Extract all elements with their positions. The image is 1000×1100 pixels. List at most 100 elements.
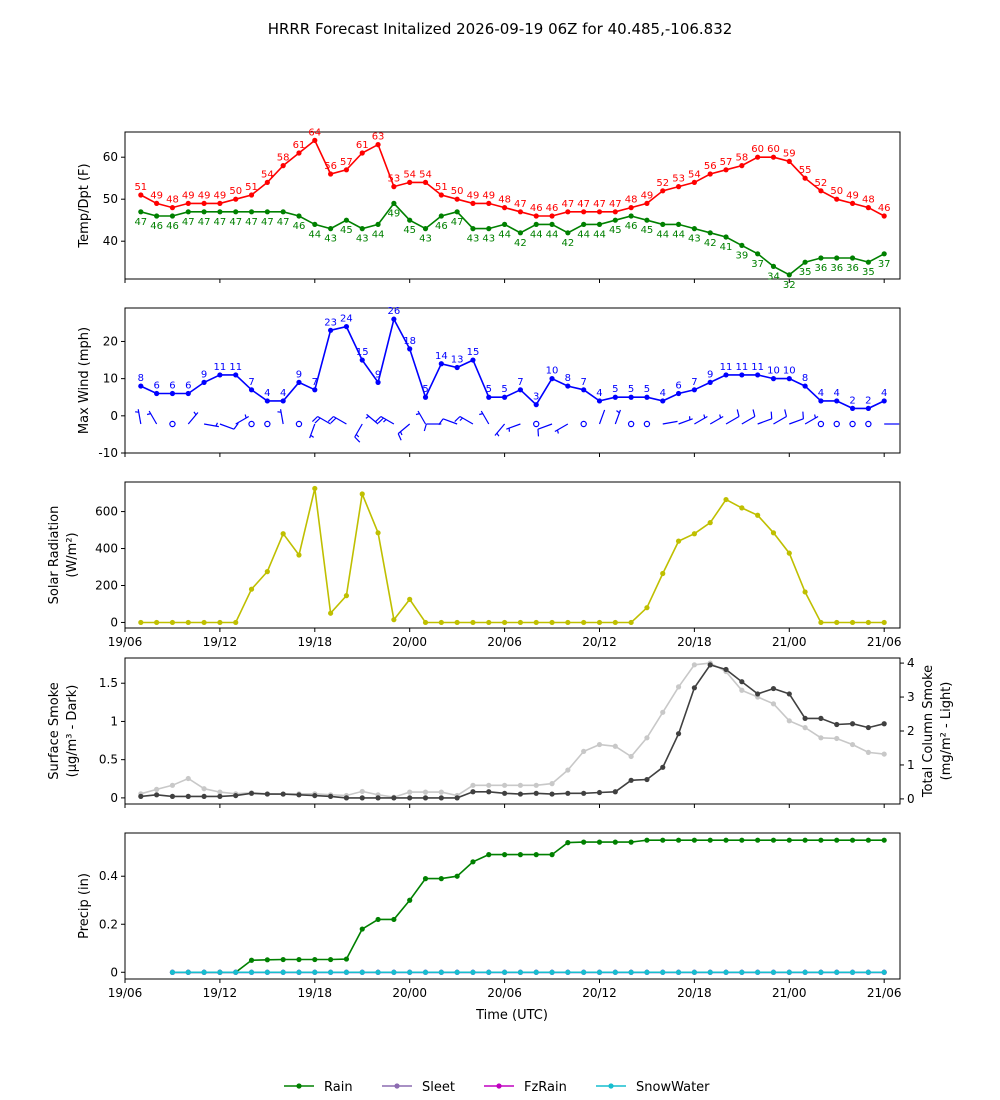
data-point-smoke_column <box>644 735 650 741</box>
data-label-temp: 55 <box>799 165 812 176</box>
data-label-temp: 48 <box>498 195 511 206</box>
data-point-solar <box>185 619 191 626</box>
data-point-temp <box>486 200 492 206</box>
data-point-rain <box>675 837 682 843</box>
data-point-wind <box>486 394 492 400</box>
data-point-smoke_surface <box>438 795 444 801</box>
wind-barb-shaft <box>354 423 363 438</box>
data-point-rain <box>501 852 508 858</box>
wind-barb-shaft <box>442 418 458 425</box>
wind-barb-shaft <box>317 415 331 425</box>
wind-barb-shaft <box>480 410 490 425</box>
data-label-temp: 51 <box>134 182 147 193</box>
data-label-wind: 5 <box>644 384 650 395</box>
data-label-temp: 60 <box>767 144 780 155</box>
data-point-wind <box>185 390 191 397</box>
data-point-wind <box>154 390 160 397</box>
wind-barb-half-flag <box>459 417 463 421</box>
data-point-dewpoint <box>644 217 650 223</box>
x-axis-label: Time (UTC) <box>475 1008 548 1023</box>
data-point-wind <box>438 361 444 367</box>
wind-barb <box>614 409 622 425</box>
wind-barb-flag <box>802 411 804 419</box>
data-label-wind: 10 <box>546 366 559 377</box>
data-point-rain <box>739 837 745 843</box>
data-point-smoke_column <box>185 775 191 782</box>
wind-barb <box>423 423 442 432</box>
data-label-temp: 49 <box>198 190 211 201</box>
data-point-rain <box>818 837 824 843</box>
plot-frame <box>124 307 901 454</box>
data-label-temp: 53 <box>388 174 401 185</box>
data-label-temp: 50 <box>830 186 843 197</box>
data-point-snowwater <box>438 969 444 975</box>
data-point-snowwater <box>169 969 176 975</box>
data-label-dewpoint: 46 <box>435 221 448 232</box>
data-point-rain <box>691 837 697 843</box>
data-point-solar <box>533 619 539 626</box>
data-label-wind: 4 <box>264 388 270 399</box>
data-label-temp: 48 <box>862 195 875 206</box>
data-point-snowwater <box>849 969 856 975</box>
data-point-solar <box>217 619 223 626</box>
plot-frame <box>124 131 901 280</box>
data-point-solar <box>739 505 745 511</box>
wind-barb-half-flag <box>365 415 370 419</box>
wind-barb <box>506 423 521 432</box>
data-point-temp <box>359 150 365 156</box>
data-label-dewpoint: 36 <box>846 263 859 274</box>
data-point-wind <box>217 372 223 378</box>
wind-barb-flag <box>537 429 540 437</box>
data-point-smoke_surface <box>802 715 808 721</box>
data-point-smoke_column <box>802 725 808 731</box>
data-point-wind <box>533 402 539 408</box>
data-label-dewpoint: 45 <box>641 225 654 236</box>
wind-barb-shaft <box>773 415 787 425</box>
data-point-wind <box>359 357 365 363</box>
data-point-smoke_column <box>581 748 587 754</box>
data-point-dewpoint <box>723 234 729 240</box>
wind-barb-half-flag <box>703 414 706 419</box>
data-point-smoke_surface <box>675 731 682 737</box>
data-label-temp: 47 <box>577 199 590 210</box>
data-point-smoke_surface <box>707 662 713 668</box>
data-label-dewpoint: 44 <box>577 229 590 240</box>
data-point-rain <box>422 876 429 882</box>
data-point-smoke_surface <box>549 791 555 797</box>
data-point-dewpoint <box>581 221 587 227</box>
data-point-wind <box>612 394 618 400</box>
data-point-wind <box>169 390 176 397</box>
data-label-dewpoint: 44 <box>672 229 685 240</box>
data-label-dewpoint: 42 <box>514 238 527 249</box>
data-label-wind: 4 <box>818 388 824 399</box>
data-point-solar <box>849 619 856 626</box>
data-label-dewpoint: 36 <box>815 263 828 274</box>
data-label-temp: 47 <box>609 199 622 210</box>
x-tick-label: 21/06 <box>867 986 902 1000</box>
wind-barb <box>187 411 199 425</box>
data-point-temp <box>517 209 524 215</box>
data-point-smoke_column <box>517 782 524 788</box>
data-label-dewpoint: 43 <box>467 234 480 245</box>
y-axis-label: Temp/Dpt (F) <box>77 163 92 248</box>
data-label-wind: 5 <box>486 384 492 395</box>
data-point-temp <box>343 167 350 173</box>
y-tick-label: 60 <box>103 150 118 164</box>
data-point-solar <box>834 619 840 626</box>
wind-barb <box>235 414 250 425</box>
data-label-wind: 6 <box>153 381 159 392</box>
data-point-smoke_column <box>834 735 840 742</box>
data-label-dewpoint: 47 <box>451 217 464 228</box>
data-point-rain <box>723 837 729 843</box>
data-point-dewpoint <box>770 263 777 269</box>
wind-barb <box>789 411 804 425</box>
data-point-wind <box>818 398 824 404</box>
data-point-dewpoint <box>312 221 318 227</box>
data-point-wind <box>407 346 413 352</box>
wind-barb <box>327 415 347 425</box>
data-label-wind: 8 <box>138 373 144 384</box>
wind-barb-flag <box>314 417 321 424</box>
data-point-temp <box>628 205 634 211</box>
data-point-rain <box>280 956 286 963</box>
